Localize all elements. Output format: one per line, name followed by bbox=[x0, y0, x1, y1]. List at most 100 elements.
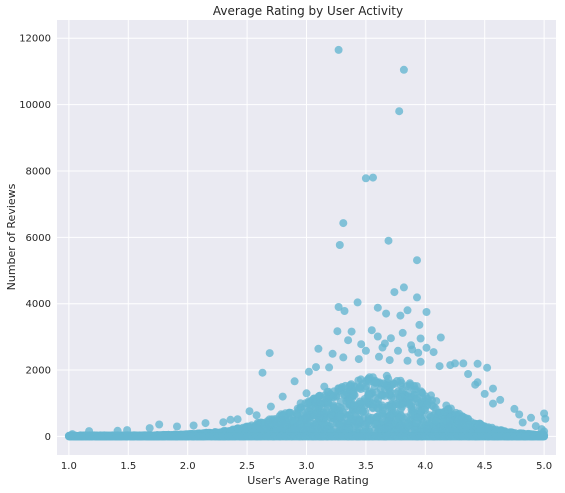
x-tick-labels: 1.0 1.5 2.0 2.5 3.0 3.5 4.0 4.5 5.0 bbox=[61, 461, 552, 472]
data-point bbox=[435, 362, 444, 371]
data-point bbox=[299, 426, 308, 435]
x-tick-label: 3.5 bbox=[358, 461, 374, 472]
data-point bbox=[454, 419, 463, 428]
data-point bbox=[405, 420, 413, 429]
data-point bbox=[413, 256, 421, 265]
data-point bbox=[325, 363, 334, 372]
data-point bbox=[361, 346, 370, 355]
data-point bbox=[64, 431, 73, 440]
y-tick-label: 0 bbox=[45, 432, 51, 443]
x-tick-label: 2.5 bbox=[239, 461, 255, 472]
data-point bbox=[367, 326, 376, 335]
data-point bbox=[394, 346, 402, 355]
data-point bbox=[416, 334, 425, 343]
data-point bbox=[399, 65, 408, 74]
data-point bbox=[320, 408, 328, 417]
data-point bbox=[271, 415, 280, 423]
data-point bbox=[471, 380, 480, 389]
data-points bbox=[64, 45, 550, 441]
data-point bbox=[412, 382, 421, 391]
data-point bbox=[258, 368, 267, 377]
data-point bbox=[245, 407, 254, 416]
data-point bbox=[253, 418, 262, 427]
data-point bbox=[474, 421, 483, 430]
data-point bbox=[290, 377, 299, 386]
data-point bbox=[429, 403, 438, 411]
data-point bbox=[396, 311, 405, 320]
data-point bbox=[310, 410, 318, 419]
data-point bbox=[346, 394, 355, 403]
data-point bbox=[278, 392, 287, 401]
data-point bbox=[189, 421, 198, 430]
data-point bbox=[305, 422, 314, 431]
data-point bbox=[266, 402, 275, 411]
data-point bbox=[518, 418, 527, 427]
data-point bbox=[399, 283, 408, 292]
data-point bbox=[489, 399, 497, 408]
data-point bbox=[396, 376, 405, 385]
data-point bbox=[333, 327, 342, 336]
data-point bbox=[339, 353, 348, 362]
data-point bbox=[413, 293, 421, 302]
data-point bbox=[314, 344, 323, 353]
data-point bbox=[365, 377, 374, 386]
data-point bbox=[464, 370, 473, 378]
x-tick-label: 3.0 bbox=[299, 461, 315, 472]
data-point bbox=[352, 412, 361, 421]
data-point bbox=[355, 383, 364, 392]
data-point bbox=[386, 334, 395, 343]
data-point bbox=[173, 422, 181, 431]
data-point bbox=[395, 422, 404, 431]
y-tick-label: 4000 bbox=[26, 299, 51, 310]
chart-title: Average Rating by User Activity bbox=[213, 4, 403, 18]
data-point bbox=[145, 424, 154, 433]
data-point bbox=[355, 399, 364, 408]
data-point bbox=[357, 340, 366, 349]
data-point bbox=[373, 332, 382, 341]
data-point bbox=[436, 333, 445, 342]
data-point bbox=[356, 375, 365, 384]
data-point bbox=[407, 410, 415, 419]
data-point bbox=[265, 349, 274, 358]
data-point bbox=[440, 417, 448, 426]
data-point bbox=[382, 309, 391, 318]
x-tick-label: 4.5 bbox=[477, 461, 493, 472]
data-point bbox=[344, 336, 353, 345]
data-point bbox=[339, 219, 348, 228]
data-point bbox=[377, 391, 386, 400]
data-point bbox=[384, 374, 393, 383]
data-point bbox=[364, 391, 373, 400]
data-point bbox=[405, 399, 414, 408]
data-point bbox=[431, 426, 440, 435]
data-point bbox=[344, 424, 353, 433]
y-axis-label: Number of Reviews bbox=[5, 183, 18, 290]
data-point bbox=[414, 348, 423, 357]
data-point bbox=[378, 411, 387, 420]
data-point bbox=[278, 419, 287, 428]
data-point bbox=[345, 382, 354, 391]
data-point bbox=[403, 306, 412, 315]
y-tick-label: 6000 bbox=[26, 233, 51, 244]
y-tick-labels: 0 2000 4000 6000 8000 10000 12000 bbox=[19, 34, 51, 443]
data-point bbox=[358, 407, 367, 416]
data-point bbox=[408, 345, 417, 354]
data-point bbox=[390, 288, 399, 297]
data-point bbox=[412, 394, 421, 403]
data-point bbox=[368, 400, 377, 408]
data-point bbox=[303, 399, 312, 408]
x-tick-label: 1.5 bbox=[120, 461, 136, 472]
data-point bbox=[328, 349, 337, 358]
data-point bbox=[252, 411, 261, 420]
data-point bbox=[329, 387, 338, 396]
data-point bbox=[452, 408, 460, 417]
data-point bbox=[540, 431, 549, 440]
data-point bbox=[390, 379, 399, 388]
y-tick-label: 12000 bbox=[19, 34, 51, 45]
data-point bbox=[515, 410, 524, 419]
data-point bbox=[290, 425, 299, 434]
data-point bbox=[329, 402, 338, 411]
data-point bbox=[440, 407, 449, 416]
data-point bbox=[473, 359, 482, 368]
data-point bbox=[397, 393, 406, 402]
